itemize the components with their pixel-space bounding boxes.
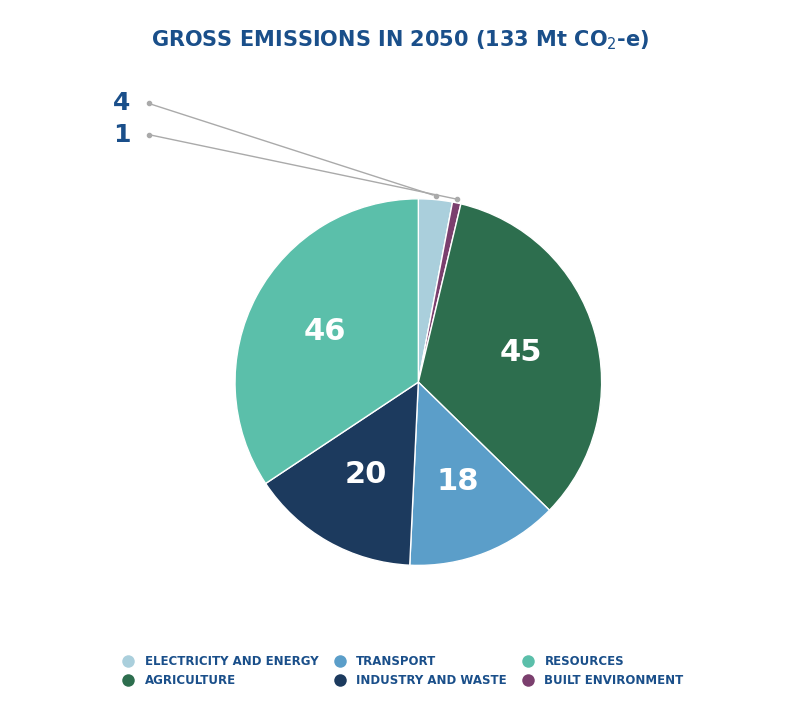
Legend: ELECTRICITY AND ENERGY, AGRICULTURE, TRANSPORT, INDUSTRY AND WASTE, RESOURCES, B: ELECTRICITY AND ENERGY, AGRICULTURE, TRA… (111, 651, 689, 692)
Text: 20: 20 (345, 460, 387, 489)
Text: 1: 1 (113, 123, 130, 147)
Text: GROSS EMISSIONS IN 2050 (133 Mt CO$_2$-e): GROSS EMISSIONS IN 2050 (133 Mt CO$_2$-e… (150, 28, 650, 51)
Wedge shape (418, 204, 602, 510)
Text: 18: 18 (436, 467, 478, 496)
Wedge shape (266, 382, 418, 565)
Wedge shape (410, 382, 550, 565)
Wedge shape (235, 199, 418, 484)
Wedge shape (418, 199, 453, 382)
Wedge shape (418, 202, 461, 382)
Text: 4: 4 (113, 92, 130, 116)
Text: 46: 46 (303, 317, 346, 346)
Text: 45: 45 (499, 338, 542, 367)
